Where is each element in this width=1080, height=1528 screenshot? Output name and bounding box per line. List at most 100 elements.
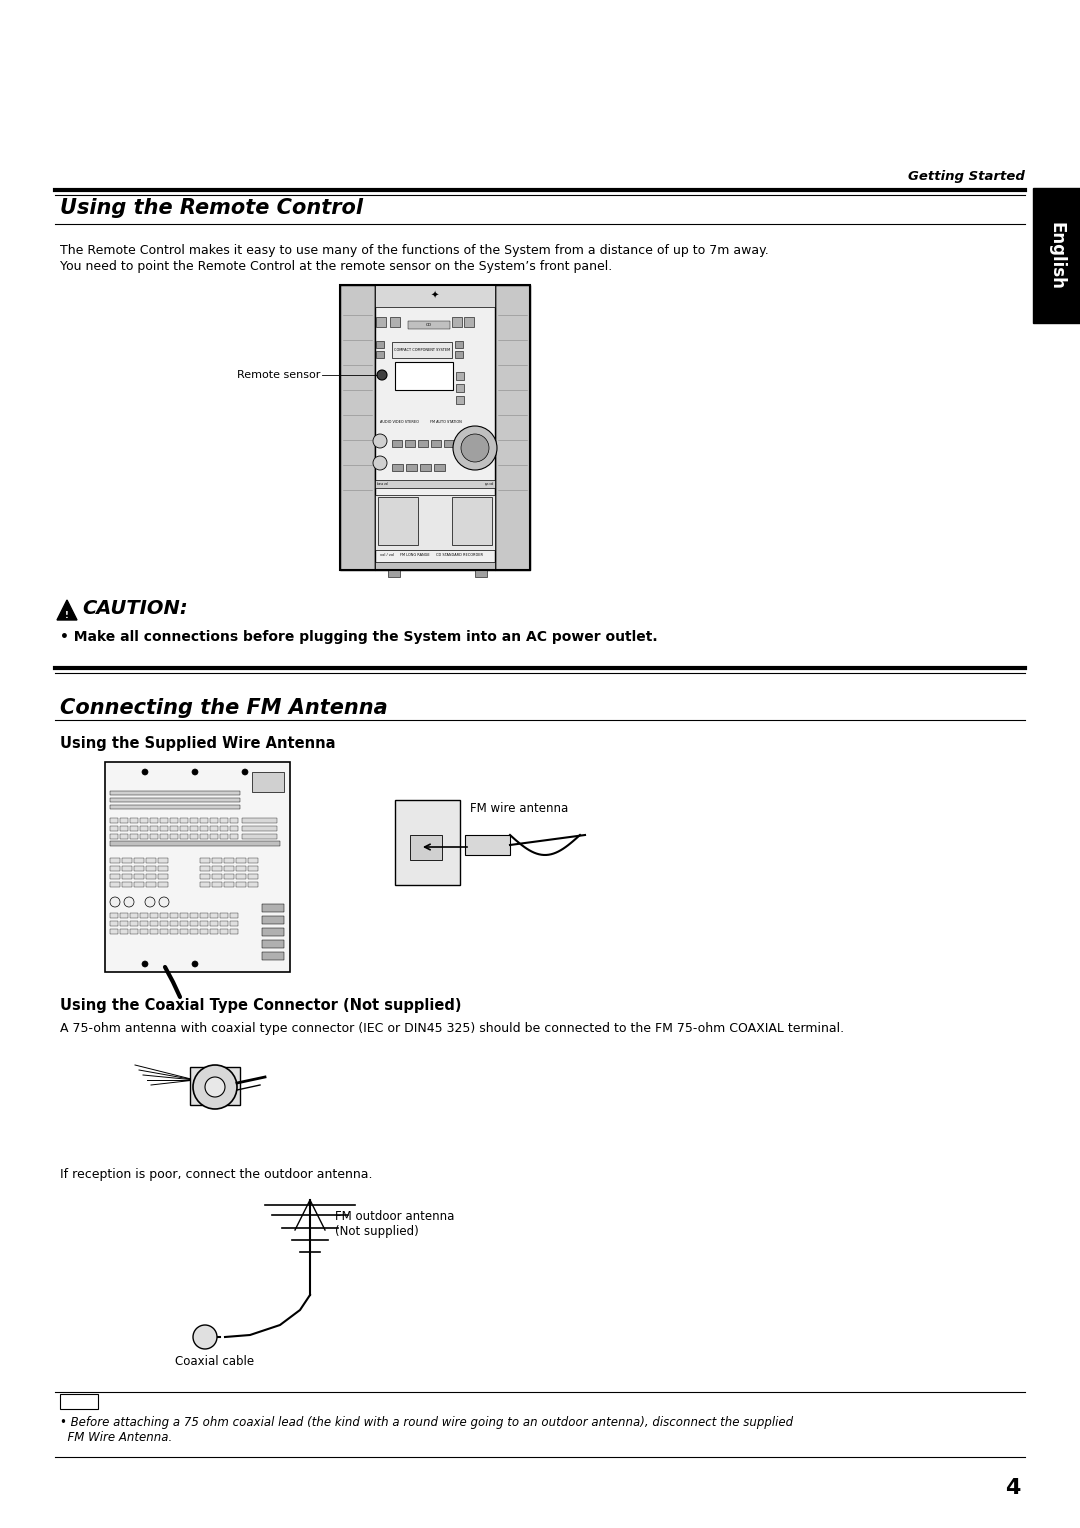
Bar	[375, 480, 495, 487]
Bar	[405, 440, 415, 448]
Bar	[120, 834, 129, 839]
Polygon shape	[57, 601, 77, 620]
Bar	[465, 834, 510, 856]
Text: A 75-ohm antenna with coaxial type connector (IEC or DIN45 325) should be connec: A 75-ohm antenna with coaxial type conne…	[60, 1022, 845, 1034]
Bar	[170, 834, 178, 839]
Bar	[242, 817, 276, 824]
Bar	[170, 914, 178, 918]
Bar	[158, 866, 168, 871]
Bar	[130, 827, 138, 831]
Bar	[262, 915, 284, 924]
Bar	[340, 286, 375, 570]
Text: Coaxial cable: Coaxial cable	[175, 1355, 255, 1368]
Bar	[262, 905, 284, 912]
Bar	[1032, 188, 1080, 322]
Bar	[406, 465, 417, 471]
Bar	[158, 874, 168, 879]
Bar	[170, 921, 178, 926]
Bar	[120, 914, 129, 918]
Text: !: !	[65, 611, 69, 619]
Bar	[230, 834, 238, 839]
Bar	[160, 827, 168, 831]
Bar	[150, 817, 158, 824]
Bar	[420, 465, 431, 471]
Bar	[248, 882, 258, 886]
Bar	[190, 921, 198, 926]
Bar	[110, 921, 118, 926]
Bar	[230, 929, 238, 934]
Text: English: English	[1048, 222, 1066, 289]
Bar	[392, 465, 403, 471]
Circle shape	[373, 455, 387, 471]
Bar	[120, 827, 129, 831]
Bar	[262, 927, 284, 937]
Circle shape	[193, 1065, 237, 1109]
Text: COMPACT COMPONENT SYSTEM: COMPACT COMPONENT SYSTEM	[394, 348, 450, 351]
Text: 4: 4	[1004, 1478, 1020, 1497]
Bar	[212, 859, 222, 863]
Bar	[134, 859, 144, 863]
Bar	[376, 351, 384, 358]
Bar	[210, 929, 218, 934]
Bar	[110, 866, 120, 871]
Bar	[210, 834, 218, 839]
Bar	[242, 834, 276, 839]
Bar	[180, 817, 188, 824]
Bar	[190, 817, 198, 824]
Bar	[190, 827, 198, 831]
Bar	[212, 882, 222, 886]
Bar	[110, 929, 118, 934]
Text: If reception is poor, connect the outdoor antenna.: If reception is poor, connect the outdoo…	[60, 1167, 373, 1181]
Bar	[146, 882, 156, 886]
Bar	[455, 351, 463, 358]
Bar	[190, 914, 198, 918]
Bar	[122, 874, 132, 879]
Bar	[146, 874, 156, 879]
Bar	[200, 874, 210, 879]
Bar	[210, 914, 218, 918]
Text: Using the Coaxial Type Connector (Not supplied): Using the Coaxial Type Connector (Not su…	[60, 998, 461, 1013]
Bar	[237, 866, 246, 871]
Bar	[180, 827, 188, 831]
Bar	[122, 882, 132, 886]
Bar	[200, 817, 208, 824]
Bar	[456, 384, 464, 393]
Bar	[220, 817, 228, 824]
Text: CD STANDARD RECORDER: CD STANDARD RECORDER	[436, 553, 484, 558]
Bar	[237, 859, 246, 863]
Bar	[375, 286, 495, 307]
Bar	[431, 440, 441, 448]
Bar	[130, 834, 138, 839]
Text: You need to point the Remote Control at the remote sensor on the System’s front : You need to point the Remote Control at …	[60, 260, 612, 274]
Bar	[190, 929, 198, 934]
Bar	[200, 929, 208, 934]
Bar	[105, 762, 291, 972]
Bar	[392, 440, 402, 448]
Bar	[180, 921, 188, 926]
Circle shape	[193, 1325, 217, 1349]
Bar	[224, 866, 234, 871]
Bar	[200, 834, 208, 839]
Bar	[220, 827, 228, 831]
Bar	[262, 952, 284, 960]
Bar	[495, 286, 530, 570]
Text: • Before attaching a 75 ohm coaxial lead (the kind with a round wire going to an: • Before attaching a 75 ohm coaxial lead…	[60, 1416, 793, 1444]
Bar	[224, 859, 234, 863]
Bar	[140, 914, 148, 918]
Bar	[230, 914, 238, 918]
Bar	[340, 286, 530, 570]
Bar	[150, 914, 158, 918]
Bar	[134, 874, 144, 879]
Bar	[375, 286, 495, 570]
Bar	[60, 1394, 98, 1409]
Circle shape	[242, 769, 248, 775]
Text: bass vol: bass vol	[377, 481, 388, 486]
Bar	[110, 882, 120, 886]
Bar	[170, 827, 178, 831]
Text: CAUTION:: CAUTION:	[82, 599, 188, 617]
Bar	[134, 866, 144, 871]
Text: Using the Supplied Wire Antenna: Using the Supplied Wire Antenna	[60, 736, 336, 750]
Text: FM AUTO STATION: FM AUTO STATION	[430, 420, 462, 423]
Bar	[220, 914, 228, 918]
Bar	[200, 882, 210, 886]
